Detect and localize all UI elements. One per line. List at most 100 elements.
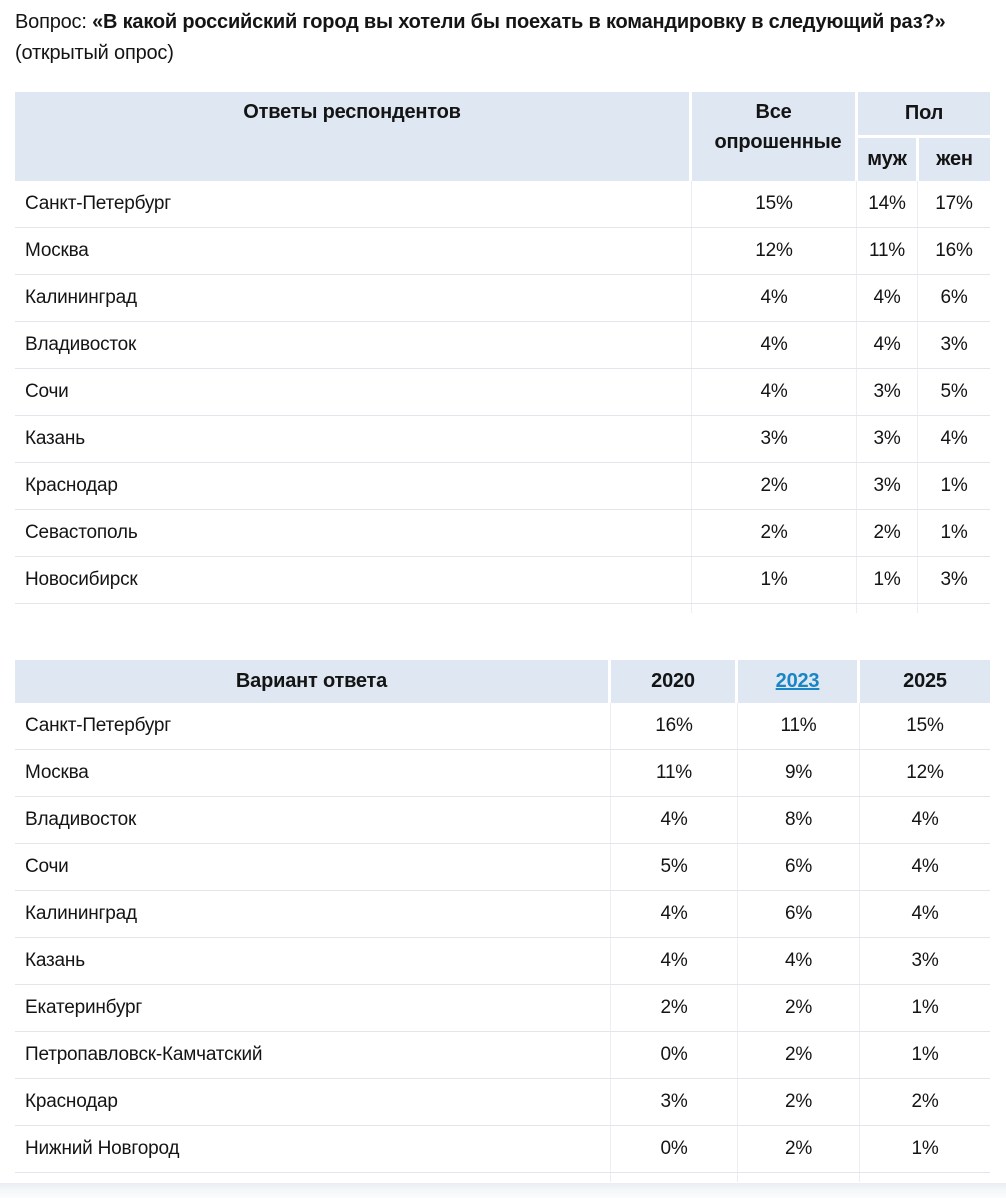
city-cell: Москва bbox=[25, 240, 89, 261]
year-2023-value-cell: 11% bbox=[737, 703, 859, 749]
answers-column-header: Ответы респондентов bbox=[15, 92, 689, 181]
year-2020-value-cell: 4% bbox=[610, 797, 737, 843]
truncated-row bbox=[15, 604, 990, 613]
table-row: Новосибирск 1% 1% 3% bbox=[15, 557, 990, 604]
table-row: Владивосток 4% 4% 3% bbox=[15, 322, 990, 369]
year-2023-value-cell: 6% bbox=[737, 891, 859, 937]
year-2020-value-cell: 5% bbox=[610, 844, 737, 890]
question-suffix: (открытый опрос) bbox=[15, 42, 174, 64]
male-value-cell: 2% bbox=[856, 510, 917, 556]
year-2020-value-cell: 0% bbox=[610, 1126, 737, 1172]
year-2023-value-cell: 2% bbox=[737, 1032, 859, 1078]
year-2025-value-cell: 2% bbox=[859, 1079, 990, 1125]
male-value-cell: 4% bbox=[856, 275, 917, 321]
city-cell: Краснодар bbox=[25, 475, 118, 496]
year-2025-column-header: 2025 bbox=[860, 660, 990, 703]
city-cell: Калининград bbox=[25, 903, 137, 924]
male-value-cell: 1% bbox=[856, 557, 917, 603]
page-bottom-edge bbox=[0, 1183, 1006, 1198]
table-row: Москва 11% 9% 12% bbox=[15, 750, 990, 797]
city-cell: Петропавловск-Камчатский bbox=[25, 1044, 263, 1065]
table-row: Екатеринбург 2% 2% 1% bbox=[15, 985, 990, 1032]
table-row: Калининград 4% 6% 4% bbox=[15, 891, 990, 938]
year-2025-value-cell: 4% bbox=[859, 891, 990, 937]
all-value-cell: 4% bbox=[691, 322, 856, 368]
table-row: Калининград 4% 4% 6% bbox=[15, 275, 990, 322]
year-2023-value-cell: 2% bbox=[737, 1079, 859, 1125]
years-table-header: Вариант ответа 2020 2023 2025 bbox=[15, 660, 990, 703]
year-2023-value-cell: 4% bbox=[737, 938, 859, 984]
year-2020-value-cell: 16% bbox=[610, 703, 737, 749]
city-cell: Санкт-Петербург bbox=[25, 715, 172, 736]
table-row: Владивосток 4% 8% 4% bbox=[15, 797, 990, 844]
city-cell: Севастополь bbox=[25, 522, 138, 543]
all-respondents-column-header: Все опрошенные bbox=[692, 92, 855, 181]
male-value-cell: 14% bbox=[856, 181, 917, 227]
year-2020-value-cell: 11% bbox=[610, 750, 737, 796]
table-row: Санкт-Петербург 16% 11% 15% bbox=[15, 703, 990, 750]
city-cell: Владивосток bbox=[25, 809, 137, 830]
gender-group-header: Пол bbox=[858, 92, 990, 135]
city-cell: Казань bbox=[25, 428, 85, 449]
female-value-cell: 17% bbox=[917, 181, 990, 227]
question-prefix: Вопрос: bbox=[15, 11, 93, 33]
table-row: Сочи 5% 6% 4% bbox=[15, 844, 990, 891]
all-value-cell: 2% bbox=[691, 510, 856, 556]
year-2020-value-cell: 2% bbox=[610, 985, 737, 1031]
year-2023-column-header: 2023 bbox=[738, 660, 857, 703]
female-value-cell: 4% bbox=[917, 416, 990, 462]
female-value-cell: 3% bbox=[917, 557, 990, 603]
city-cell: Краснодар bbox=[25, 1091, 118, 1112]
table-row: Санкт-Петербург 15% 14% 17% bbox=[15, 181, 990, 228]
all-respondents-label: Все опрошенные bbox=[714, 101, 842, 153]
table-row: Сочи 4% 3% 5% bbox=[15, 369, 990, 416]
table-row: Краснодар 2% 3% 1% bbox=[15, 463, 990, 510]
year-2025-value-cell: 15% bbox=[859, 703, 990, 749]
female-value-cell: 3% bbox=[917, 322, 990, 368]
year-2023-link[interactable]: 2023 bbox=[775, 670, 820, 692]
all-value-cell: 2% bbox=[691, 463, 856, 509]
year-2020-value-cell: 3% bbox=[610, 1079, 737, 1125]
year-2023-value-cell: 8% bbox=[737, 797, 859, 843]
male-value-cell: 3% bbox=[856, 416, 917, 462]
city-cell: Новосибирск bbox=[25, 569, 138, 590]
all-value-cell: 4% bbox=[691, 275, 856, 321]
table-row: Петропавловск-Камчатский 0% 2% 1% bbox=[15, 1032, 990, 1079]
male-column-header: муж bbox=[858, 138, 916, 181]
table-row: Казань 4% 4% 3% bbox=[15, 938, 990, 985]
all-value-cell: 1% bbox=[691, 557, 856, 603]
table-row: Казань 3% 3% 4% bbox=[15, 416, 990, 463]
table-row: Севастополь 2% 2% 1% bbox=[15, 510, 990, 557]
table-row: Нижний Новгород 0% 2% 1% bbox=[15, 1126, 990, 1173]
all-value-cell: 3% bbox=[691, 416, 856, 462]
year-2025-value-cell: 1% bbox=[859, 1126, 990, 1172]
year-2020-value-cell: 4% bbox=[610, 891, 737, 937]
city-cell: Москва bbox=[25, 762, 89, 783]
year-2023-value-cell: 6% bbox=[737, 844, 859, 890]
truncated-row bbox=[15, 1173, 990, 1182]
year-2025-value-cell: 1% bbox=[859, 1032, 990, 1078]
year-2020-column-header: 2020 bbox=[611, 660, 735, 703]
year-2023-value-cell: 2% bbox=[737, 985, 859, 1031]
year-2025-value-cell: 1% bbox=[859, 985, 990, 1031]
year-2023-value-cell: 9% bbox=[737, 750, 859, 796]
years-table: Санкт-Петербург 16% 11% 15% Москва 11% 9… bbox=[15, 703, 990, 1182]
male-value-cell: 3% bbox=[856, 463, 917, 509]
all-value-cell: 12% bbox=[691, 228, 856, 274]
year-2025-value-cell: 4% bbox=[859, 797, 990, 843]
male-value-cell: 3% bbox=[856, 369, 917, 415]
city-cell: Сочи bbox=[25, 856, 69, 877]
year-2023-value-cell: 2% bbox=[737, 1126, 859, 1172]
city-cell: Калининград bbox=[25, 287, 137, 308]
female-value-cell: 1% bbox=[917, 463, 990, 509]
year-2020-value-cell: 4% bbox=[610, 938, 737, 984]
table-row: Москва 12% 11% 16% bbox=[15, 228, 990, 275]
all-value-cell: 4% bbox=[691, 369, 856, 415]
year-2025-value-cell: 12% bbox=[859, 750, 990, 796]
city-cell: Владивосток bbox=[25, 334, 137, 355]
question-title: Вопрос: «В какой российский город вы хот… bbox=[15, 7, 981, 69]
respondents-table: Санкт-Петербург 15% 14% 17% Москва 12% 1… bbox=[15, 181, 990, 613]
respondents-table-header: Ответы респондентов Все опрошенные Пол м… bbox=[15, 92, 990, 181]
year-2025-value-cell: 3% bbox=[859, 938, 990, 984]
variant-column-header: Вариант ответа bbox=[15, 660, 608, 703]
